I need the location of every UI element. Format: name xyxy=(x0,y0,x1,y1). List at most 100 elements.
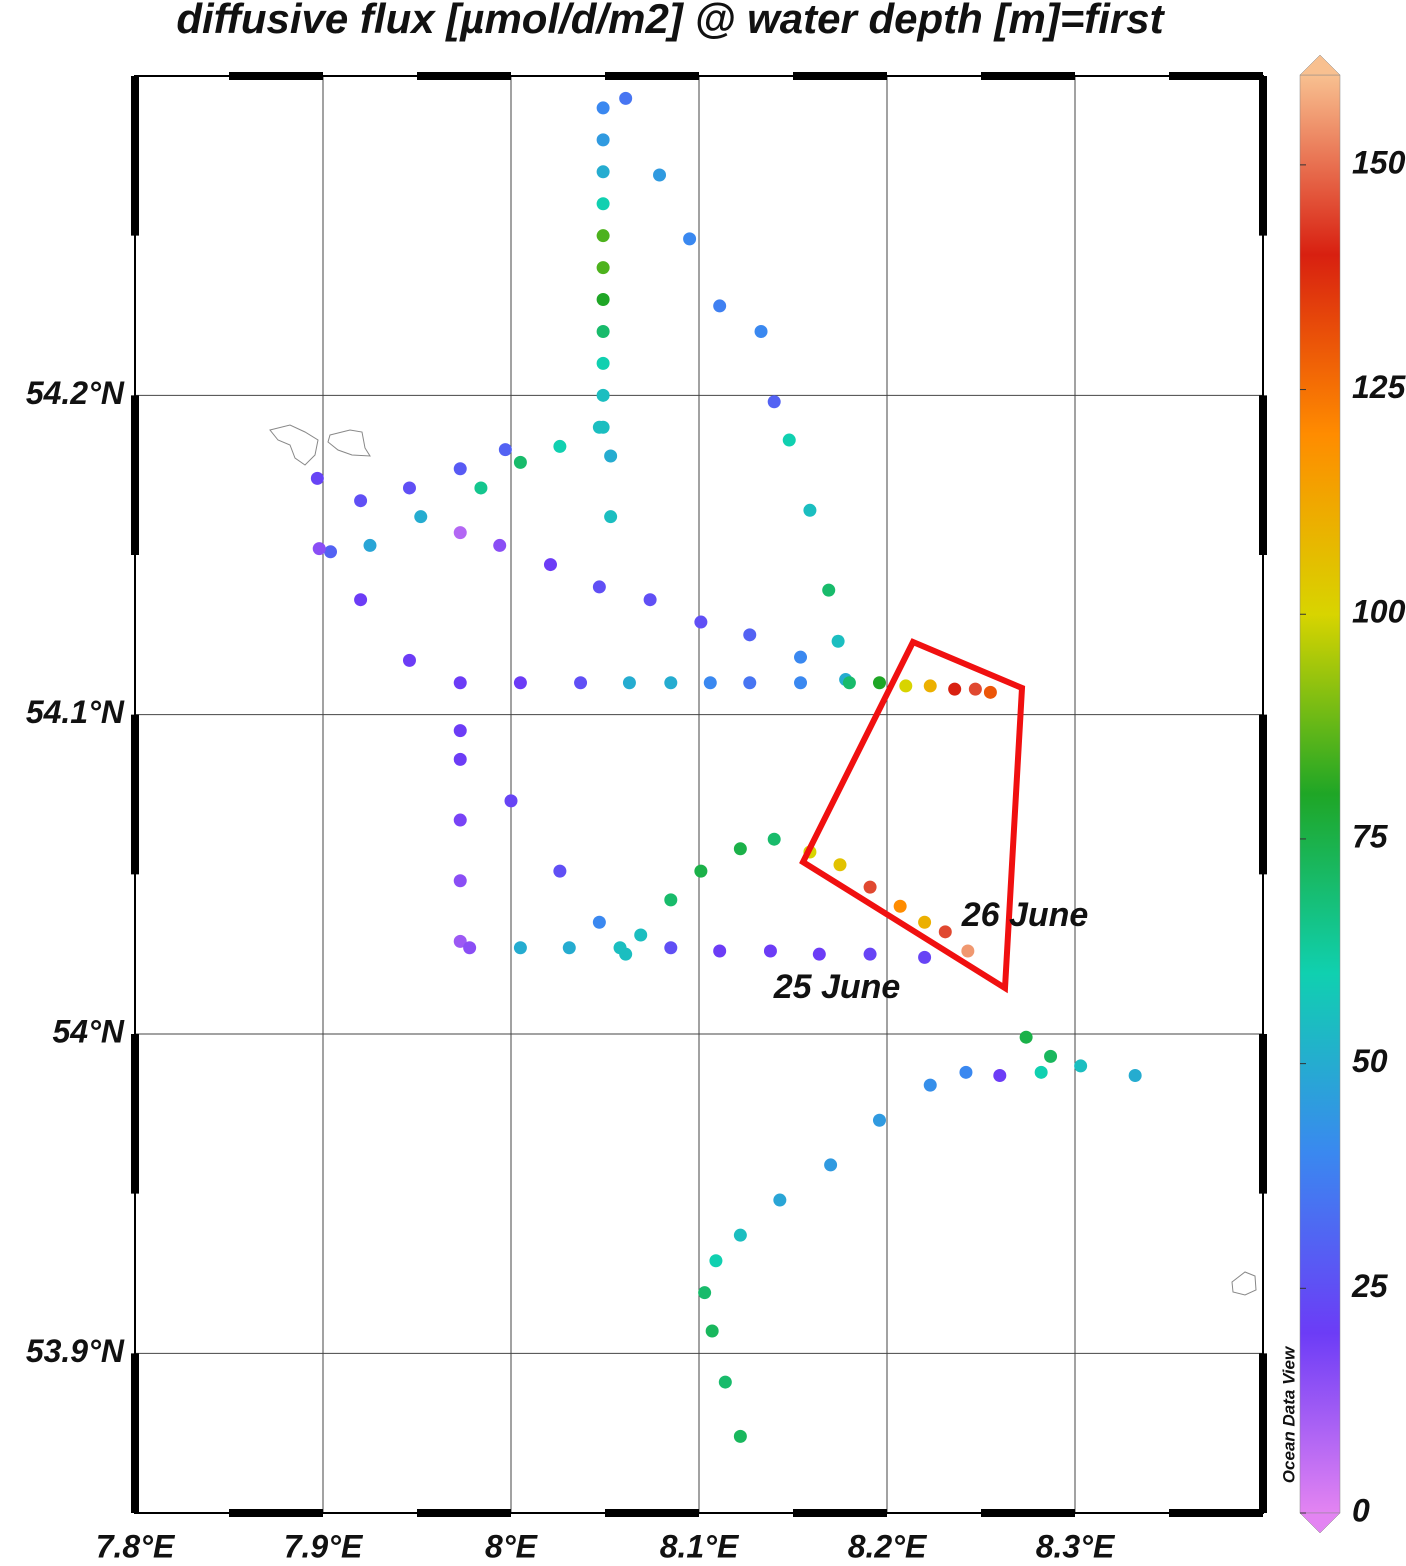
data-point xyxy=(634,928,648,942)
data-point xyxy=(596,197,610,211)
colorbar-tick-label: 75 xyxy=(1352,818,1389,854)
data-point xyxy=(1128,1069,1142,1083)
data-point xyxy=(961,944,975,958)
data-point xyxy=(463,941,477,955)
data-point xyxy=(619,91,633,105)
y-tick-label: 54.1°N xyxy=(26,694,125,730)
colorbar-tick-label: 25 xyxy=(1351,1268,1389,1304)
data-point xyxy=(354,593,368,607)
data-point xyxy=(754,324,768,338)
data-point xyxy=(592,915,606,929)
data-point xyxy=(596,229,610,243)
data-point xyxy=(324,545,338,559)
data-point xyxy=(414,510,428,524)
x-tick-label: 7.9°E xyxy=(284,1528,364,1564)
data-point xyxy=(831,634,845,648)
colorbar xyxy=(1299,74,1341,1514)
data-point xyxy=(968,682,982,696)
data-point xyxy=(596,324,610,338)
data-point xyxy=(863,880,877,894)
data-point xyxy=(872,676,886,690)
x-tick-label: 8.2°E xyxy=(848,1528,928,1564)
data-point xyxy=(363,538,377,552)
data-point xyxy=(703,676,717,690)
data-point xyxy=(513,676,527,690)
data-point xyxy=(474,481,488,495)
data-point xyxy=(354,494,368,508)
island xyxy=(327,429,371,457)
data-point xyxy=(504,794,518,808)
data-point xyxy=(664,941,678,955)
data-point xyxy=(664,893,678,907)
data-point xyxy=(893,899,907,913)
data-point xyxy=(733,1228,747,1242)
data-point xyxy=(1044,1049,1058,1063)
colorbar-tick-label: 150 xyxy=(1352,144,1406,180)
data-point xyxy=(773,1193,787,1207)
island xyxy=(1231,1271,1257,1296)
data-point xyxy=(312,542,326,556)
annotation: 26 June xyxy=(961,896,1089,934)
x-tick-label: 8.3°E xyxy=(1036,1528,1116,1564)
data-point xyxy=(1034,1065,1048,1079)
colorbar-extend xyxy=(1299,1512,1341,1534)
data-point xyxy=(613,941,627,955)
data-point xyxy=(733,842,747,856)
data-point xyxy=(1074,1059,1088,1073)
data-point xyxy=(794,676,808,690)
data-point xyxy=(694,615,708,629)
coastline xyxy=(269,424,1257,1296)
data-point xyxy=(513,941,527,955)
data-point xyxy=(604,449,618,463)
data-point xyxy=(604,510,618,524)
y-tick-label: 54°N xyxy=(53,1013,125,1049)
data-point xyxy=(592,580,606,594)
data-point xyxy=(402,653,416,667)
data-point xyxy=(596,388,610,402)
highlight-box xyxy=(799,638,1026,994)
data-point xyxy=(993,1069,1007,1083)
data-point xyxy=(923,1078,937,1092)
data-point xyxy=(983,685,997,699)
data-point xyxy=(453,526,467,540)
data-point xyxy=(553,439,567,453)
data-point xyxy=(402,481,416,495)
data-point xyxy=(923,679,937,693)
data-point xyxy=(812,947,826,961)
data-point xyxy=(592,420,606,434)
data-point xyxy=(743,628,757,642)
data-point xyxy=(513,455,527,469)
data-point xyxy=(948,682,962,696)
data-point xyxy=(553,864,567,878)
data-point xyxy=(782,433,796,447)
colorbar-tick-label: 0 xyxy=(1352,1492,1370,1528)
y-tick-label: 53.9°N xyxy=(26,1333,125,1369)
data-point xyxy=(1019,1030,1033,1044)
data-point xyxy=(803,503,817,517)
data-point xyxy=(863,947,877,961)
data-point xyxy=(562,941,576,955)
data-point xyxy=(453,874,467,888)
data-point xyxy=(743,676,757,690)
data-point xyxy=(498,443,512,457)
data-point xyxy=(899,679,913,693)
chart-title: diffusive flux [µmol/d/m2] @ water depth… xyxy=(176,0,1165,42)
data-point xyxy=(596,261,610,275)
data-point xyxy=(596,101,610,115)
data-point xyxy=(842,676,856,690)
data-point xyxy=(453,462,467,476)
data-point xyxy=(643,593,657,607)
data-point xyxy=(767,395,781,409)
data-point xyxy=(596,356,610,370)
y-tick-label: 54.2°N xyxy=(26,375,125,411)
data-point xyxy=(694,864,708,878)
credit: Ocean Data View xyxy=(1279,1345,1298,1483)
data-point xyxy=(683,232,697,246)
colorbar-tick-label: 125 xyxy=(1352,369,1406,405)
data-point xyxy=(653,168,667,182)
data-point xyxy=(709,1254,723,1268)
data-point xyxy=(596,165,610,179)
data-point xyxy=(543,558,557,572)
data-point xyxy=(493,538,507,552)
